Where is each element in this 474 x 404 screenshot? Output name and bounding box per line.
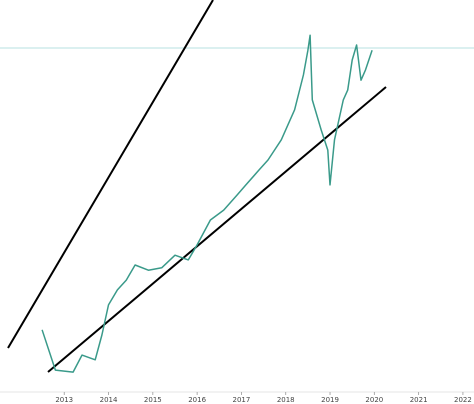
x-tick-label: 2014	[100, 396, 118, 404]
x-tick-label: 2019	[321, 396, 339, 404]
x-tick-label: 2018	[277, 396, 295, 404]
x-tick-label: 2017	[233, 396, 251, 404]
x-tick-label: 2022	[454, 396, 472, 404]
x-tick-label: 2015	[144, 396, 162, 404]
x-tick-label: 2020	[365, 396, 383, 404]
x-tick-label: 2016	[188, 396, 206, 404]
x-tick-label: 2013	[55, 396, 73, 404]
trend-line	[7, 0, 214, 349]
price-line	[41, 34, 373, 373]
x-tick-label: 2021	[410, 396, 428, 404]
trend-line	[47, 86, 387, 373]
